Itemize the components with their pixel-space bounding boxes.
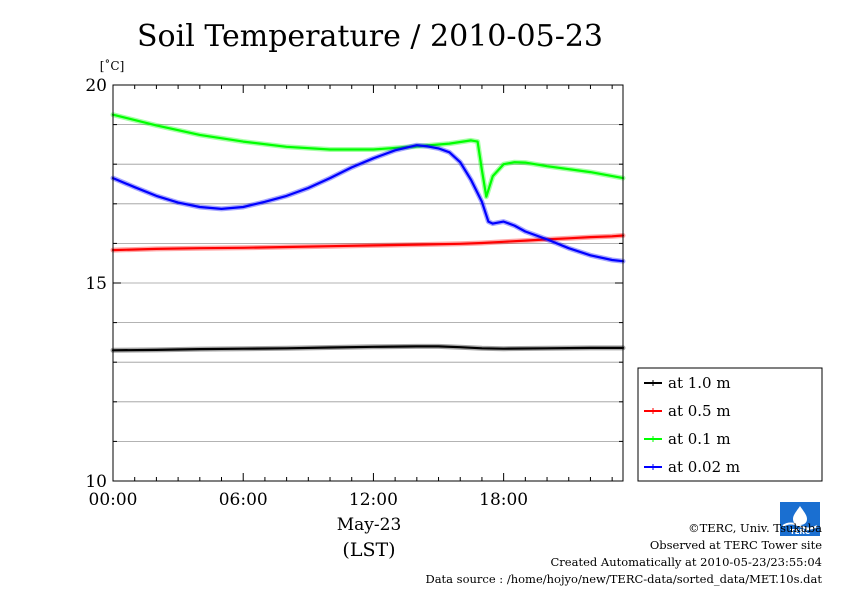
axis-ticks: 10 15 20 00:00 06:00 12:00 18:00	[85, 76, 623, 510]
terc-logo: TERC	[780, 502, 820, 536]
legend-label: at 0.02 m	[668, 458, 740, 476]
legend-box	[637, 367, 823, 482]
x-tick-label: 00:00	[89, 490, 138, 510]
series-halo	[110, 112, 626, 200]
gridlines	[113, 124, 623, 442]
legend-label: at 0.1 m	[668, 430, 731, 448]
y-tick-label: 20	[85, 76, 107, 96]
footer-site: Observed at TERC Tower site	[649, 538, 822, 552]
series-line	[111, 345, 625, 352]
series-line	[111, 234, 625, 252]
legend-label: at 0.5 m	[668, 402, 731, 420]
chart-title: Soil Temperature / 2010-05-23	[137, 19, 603, 54]
x-tick-label: 06:00	[219, 490, 268, 510]
water-drop-icon	[793, 506, 807, 525]
footer-copyright: ©TERC, Univ. Tsukuba	[688, 521, 822, 535]
x-axis-date-label: May-23	[337, 515, 402, 535]
footer-created: Created Automatically at 2010-05-23/23:5…	[550, 555, 823, 569]
series-line	[111, 113, 625, 198]
legend-label: at 1.0 m	[668, 374, 731, 392]
series-line	[111, 144, 625, 263]
x-axis-unit-label: (LST)	[342, 539, 395, 561]
y-axis-label: [˚C]	[100, 58, 125, 73]
footer-source: Data source : /home/hojyo/new/TERC-data/…	[425, 572, 822, 586]
series-lines	[110, 112, 626, 353]
logo-text: TERC	[790, 528, 810, 536]
y-tick-label: 10	[85, 472, 107, 492]
y-tick-label: 15	[85, 274, 107, 294]
x-tick-label: 12:00	[349, 490, 398, 510]
wave-icon	[782, 522, 818, 530]
legend: at 1.0 m at 0.5 m at 0.1 m at 0.02 m	[637, 367, 823, 482]
x-tick-label: 18:00	[479, 490, 528, 510]
